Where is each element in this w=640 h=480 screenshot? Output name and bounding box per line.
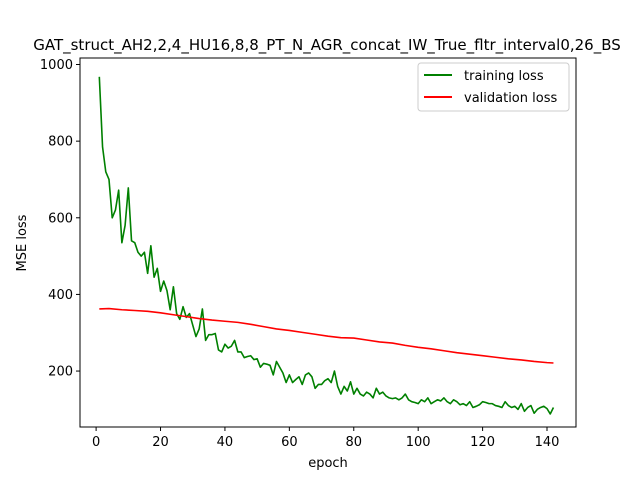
x-tick-label: 60 bbox=[281, 435, 298, 450]
x-tick-label: 80 bbox=[345, 435, 362, 450]
series-line-validation-loss bbox=[99, 307, 554, 364]
legend: training loss validation loss bbox=[417, 62, 570, 112]
legend-label-training-loss: training loss bbox=[464, 69, 544, 84]
plot-frame bbox=[79, 57, 577, 428]
y-tick-label: 200 bbox=[48, 365, 73, 380]
x-axis-label: epoch bbox=[308, 456, 348, 471]
x-axis-ticks: 0 20 40 60 80 100 120 140 bbox=[92, 427, 559, 450]
x-tick-label: 120 bbox=[470, 435, 495, 450]
x-tick-label: 100 bbox=[406, 435, 431, 450]
y-tick-label: 1000 bbox=[40, 58, 73, 73]
y-tick-label: 400 bbox=[48, 288, 73, 303]
legend-label-validation-loss: validation loss bbox=[464, 91, 557, 106]
x-tick-label: 140 bbox=[535, 435, 560, 450]
x-tick-label: 0 bbox=[92, 435, 100, 450]
series-line-training-loss bbox=[98, 76, 555, 415]
y-axis-label: MSE loss bbox=[15, 214, 30, 271]
plot-area bbox=[79, 57, 577, 428]
legend-box bbox=[417, 62, 570, 112]
y-tick-label: 800 bbox=[48, 135, 73, 150]
x-tick-label: 40 bbox=[217, 435, 234, 450]
chart-title: GAT_struct_AH2,2,4_HU16,8,8_PT_N_AGR_con… bbox=[33, 36, 621, 55]
y-tick-label: 600 bbox=[48, 211, 73, 226]
x-tick-label: 20 bbox=[152, 435, 169, 450]
series-layer bbox=[98, 76, 555, 415]
y-axis-ticks: 200 400 600 800 1000 bbox=[40, 58, 80, 380]
plot-background bbox=[80, 58, 576, 427]
